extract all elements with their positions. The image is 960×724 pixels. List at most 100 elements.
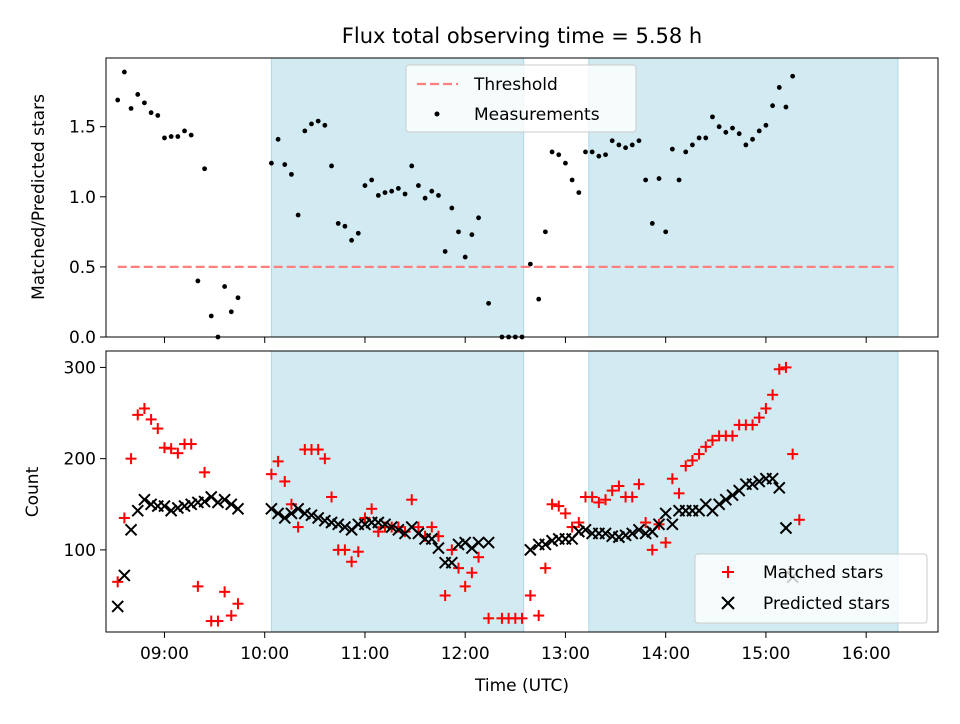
measurement-point (743, 142, 749, 148)
measurement-point (135, 92, 141, 97)
predicted-star-point (719, 493, 733, 506)
matched-star-point (686, 454, 698, 466)
predicted-star-stroke-b (231, 502, 245, 516)
predicted-star-point (118, 569, 131, 582)
predicted-star-stroke-b (458, 536, 472, 549)
ratio-legend: Threshold Measurements (405, 64, 637, 133)
predicted-star-point (305, 509, 318, 522)
matched-star-point (132, 409, 144, 421)
measurements-legend-label: Measurements (474, 105, 600, 125)
predicted-star-point (753, 475, 766, 488)
predicted-star-point (482, 536, 495, 549)
measurement-point (155, 113, 161, 118)
predicted-star-point (198, 495, 211, 508)
measurement-point (175, 134, 181, 139)
predicted-star-stroke-b (405, 520, 418, 534)
measurement-point (527, 261, 533, 267)
predicted-star-point (218, 493, 231, 506)
measurement-point (736, 131, 742, 137)
count-y-axis-label: Count (23, 466, 43, 517)
measurement-point (289, 171, 294, 177)
measurement-point (389, 188, 395, 194)
measurement-point (549, 149, 555, 155)
measurement-point (723, 129, 729, 135)
matched-star-point (660, 537, 672, 549)
measurement-point (208, 313, 214, 319)
measurement-point (776, 85, 782, 90)
matched-star-point (753, 412, 765, 424)
y-tick-label: 100 (64, 541, 96, 561)
predicted-star-point (131, 504, 144, 517)
matched-star-point (185, 438, 197, 450)
measurement-point (416, 183, 421, 188)
predicted-star-point (211, 496, 225, 509)
x-tick-label: 12:00 (441, 644, 490, 664)
matched-star-point (633, 478, 645, 490)
matched-star-point (626, 491, 638, 503)
predicted-star-point (579, 523, 592, 537)
measurement-point (449, 205, 455, 211)
matched-star-point (640, 517, 652, 529)
predicted-star-stroke-b (412, 527, 425, 540)
predicted-star-point (632, 523, 646, 537)
measurement-point (476, 215, 481, 221)
predicted-star-point (278, 511, 291, 525)
matched-star-point (346, 556, 358, 568)
matched-star-point (593, 496, 605, 508)
predicted-star-stroke-b (524, 543, 537, 557)
matched-star-point (406, 494, 418, 506)
matched-star-point (787, 448, 799, 460)
matched-star-point (125, 453, 137, 465)
measurement-point (402, 191, 408, 197)
matched-legend-label: Matched stars (763, 563, 883, 583)
measurement-point (121, 69, 127, 75)
predicted-star-point (779, 521, 793, 535)
measurement-point (596, 153, 602, 159)
matched-star-point (473, 551, 485, 563)
measurement-point (355, 230, 361, 236)
matched-star-point (412, 521, 424, 533)
measurement-point (616, 142, 622, 148)
measurement-point (603, 152, 608, 158)
predicted-star-stroke-b (124, 523, 138, 537)
predicted-star-stroke-b (652, 518, 666, 531)
predicted-star-point (265, 502, 278, 516)
matched-star-point (559, 507, 571, 519)
count-legend-box (694, 553, 928, 624)
matched-star-point (145, 413, 157, 425)
measurement-point (115, 97, 121, 103)
predicted-star-stroke-b (205, 490, 218, 504)
predicted-star-stroke-b (666, 518, 679, 531)
count-panel: 100 200 300 09:00 10:00 11:00 12:00 13:00 14:00… (23, 350, 939, 696)
predicted-star-point (659, 507, 672, 520)
measurement-point (783, 104, 789, 110)
measurement-point (763, 122, 769, 128)
predicted-star-point (712, 498, 726, 511)
time-x-axis: 09:00 10:00 11:00 12:00 13:00 14:00 15:00 16:00 (140, 632, 891, 664)
predicted-star-stroke-b (305, 509, 318, 522)
measurement-point (563, 160, 568, 166)
predicted-star-point (124, 523, 138, 537)
matched-star-point (693, 448, 705, 460)
matched-star-point (232, 598, 244, 610)
measurement-point (422, 195, 428, 201)
predicted-star-stroke-b (265, 502, 278, 516)
predicted-star-stroke-b (311, 511, 325, 525)
x-tick-label: 16:00 (842, 644, 891, 664)
predicted-star-point (111, 600, 124, 613)
ratio-panel-frame (105, 57, 939, 338)
matched-star-point (706, 434, 718, 446)
predicted-star-point (271, 507, 285, 520)
measurement-point (703, 135, 709, 141)
measurement-point (583, 149, 588, 155)
measurement-point (309, 121, 314, 127)
measurement-point (148, 110, 154, 116)
matched-star-point (192, 580, 204, 592)
predicted-star-point (385, 520, 398, 534)
measurement-point (335, 221, 341, 226)
measurement-point (275, 136, 281, 142)
measurement-point (142, 100, 147, 106)
matched-star-point (352, 546, 364, 558)
predicted-star-stroke-b (539, 538, 552, 551)
predicted-star-stroke-b (158, 499, 171, 513)
